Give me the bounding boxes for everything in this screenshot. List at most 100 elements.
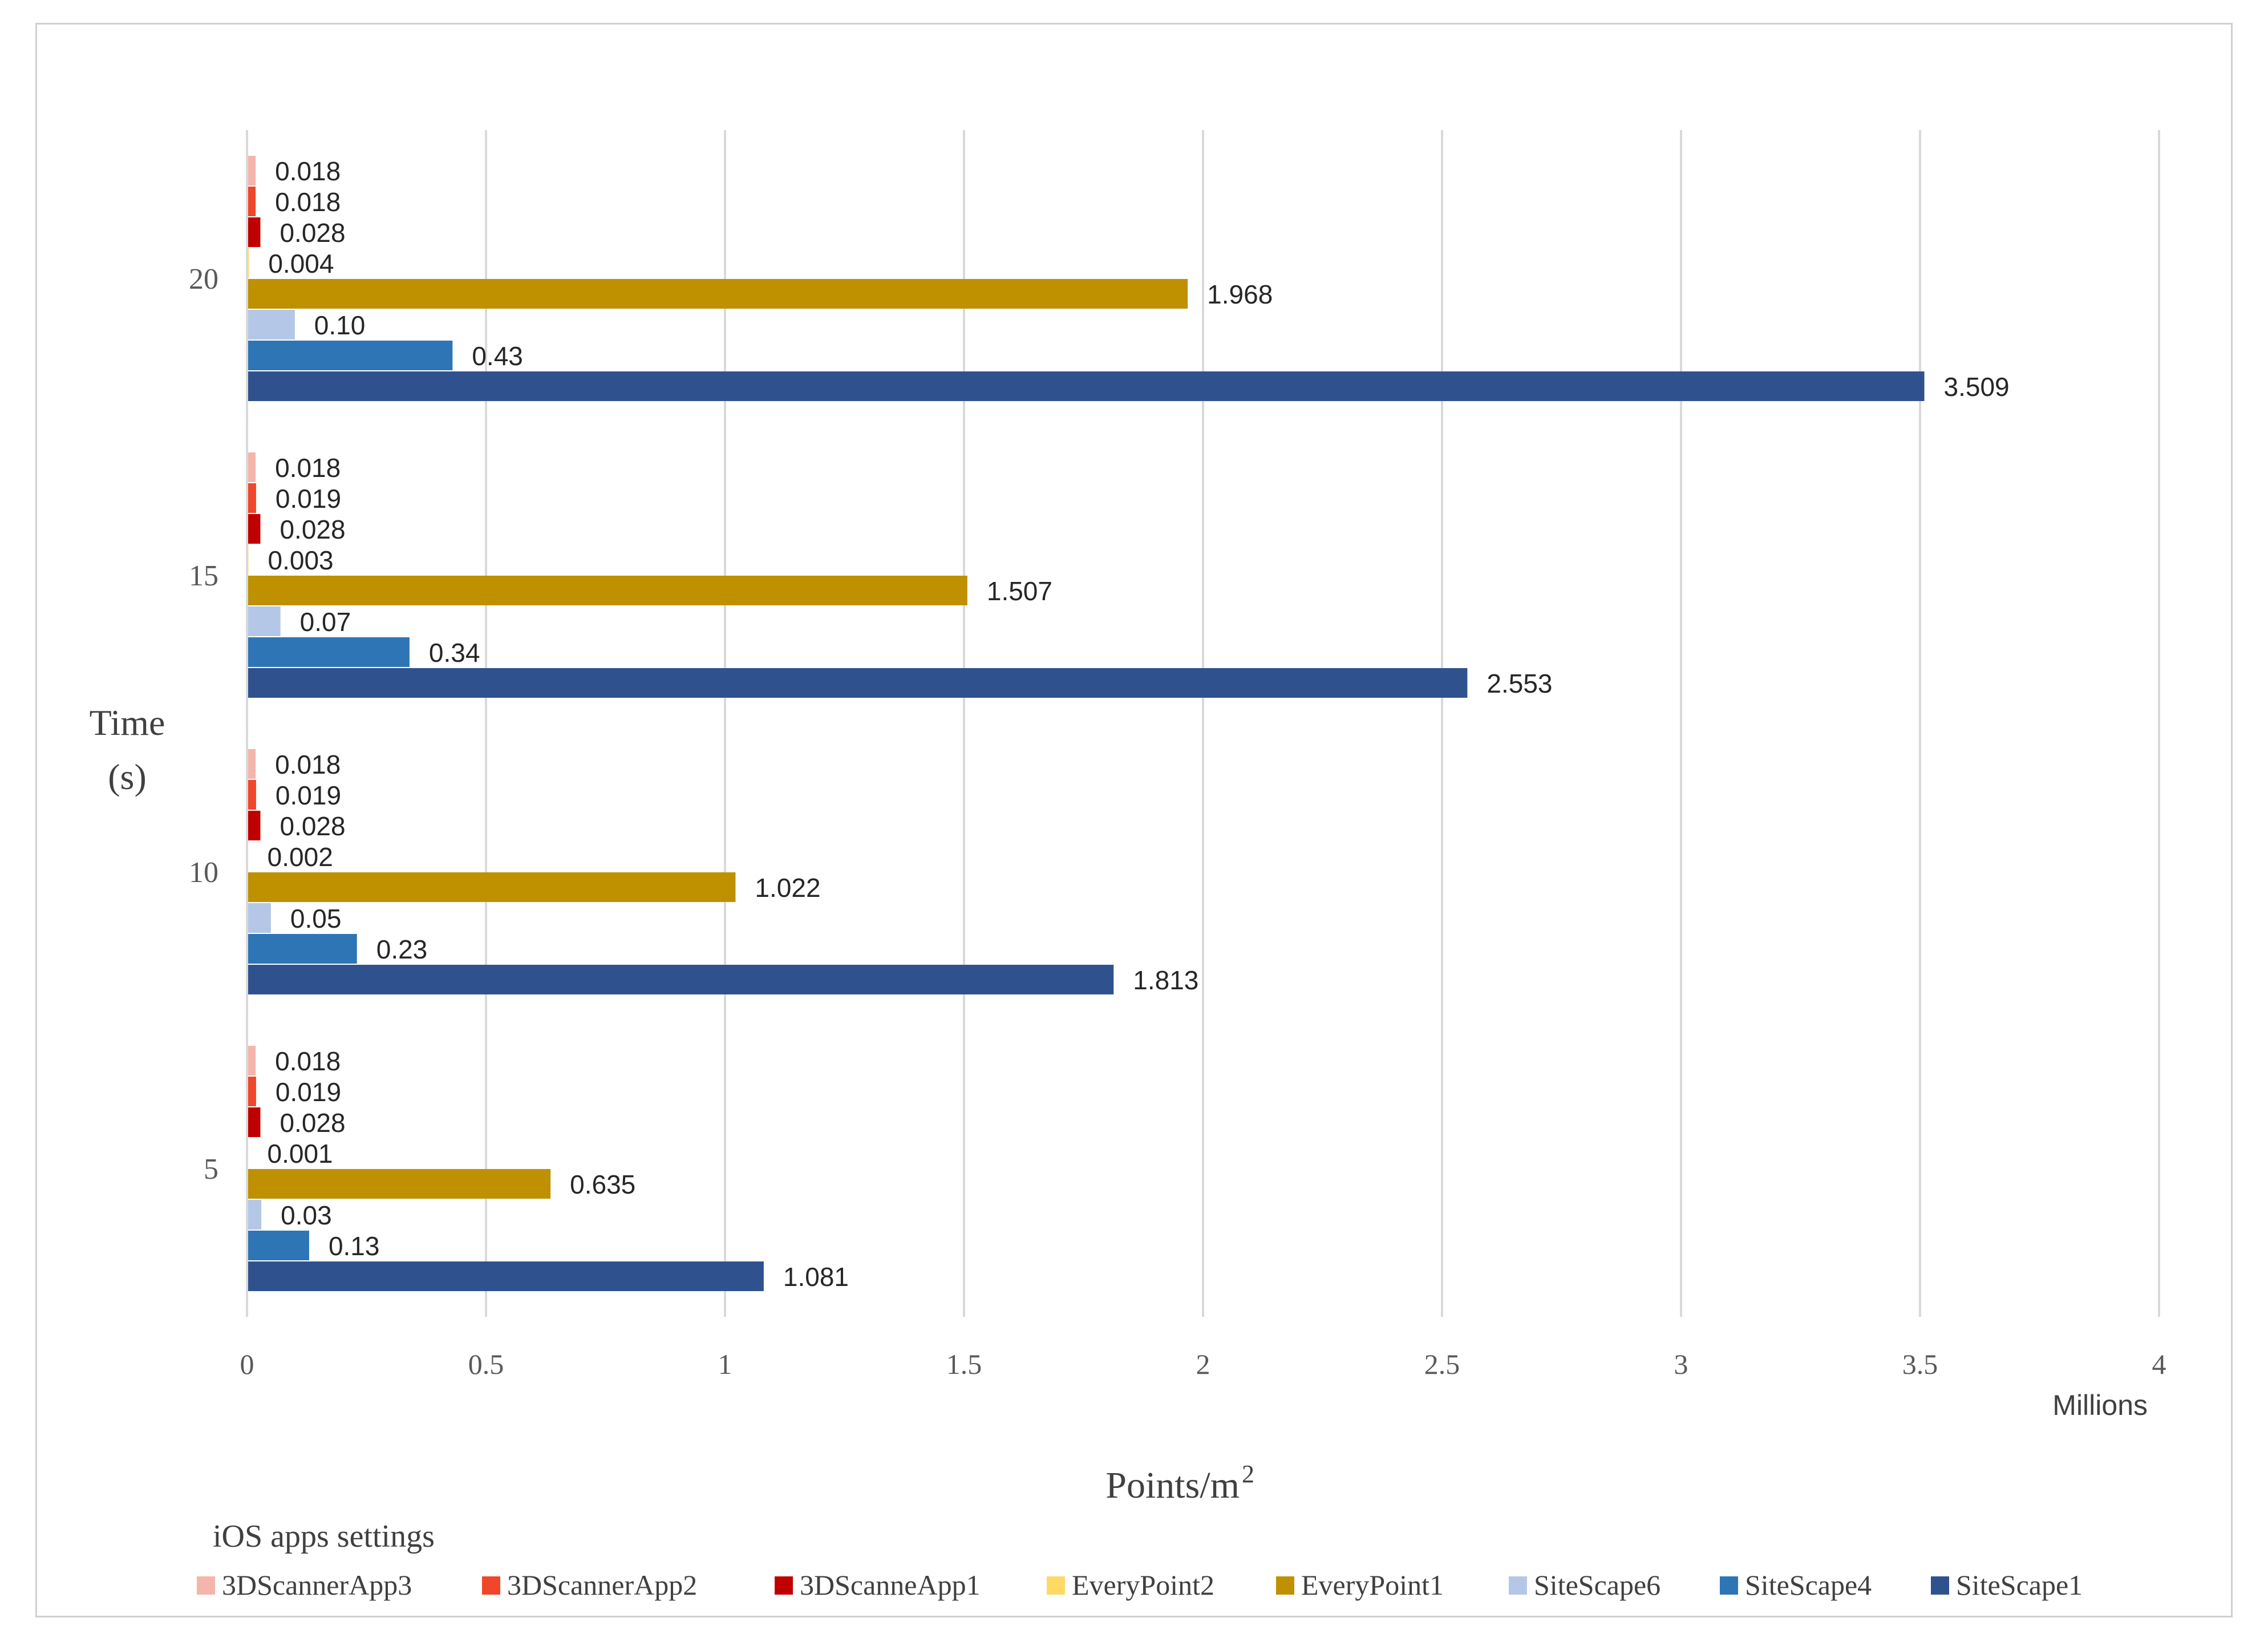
bar-3DScanneApp1-5 [247, 1107, 261, 1137]
legend-label-SiteScape4: SiteScape4 [1745, 1569, 1872, 1601]
bar-value-label: 0.018 [275, 453, 341, 483]
bar-SiteScape6-20 [247, 310, 295, 339]
bar-3DScannerApp2-10 [247, 780, 256, 810]
bar-3DScannerApp3-5 [247, 1046, 256, 1075]
bar-3DScannerApp3-10 [247, 749, 256, 779]
x-axis-title: Points/m [1105, 1465, 1240, 1506]
bar-value-label: 0.028 [280, 515, 345, 544]
bar-value-label: 0.028 [280, 811, 345, 841]
bar-value-label: 0.10 [314, 310, 366, 340]
x-tick-label: 0 [240, 1348, 254, 1380]
x-tick-label: 0.5 [468, 1348, 504, 1380]
bar-3DScannerApp2-5 [247, 1077, 256, 1106]
y-category-label: 20 [189, 263, 218, 296]
bar-value-label: 0.05 [290, 904, 342, 933]
legend-title: iOS apps settings [213, 1519, 435, 1554]
y-axis-title-line1: Time [90, 702, 165, 743]
bar-3DScannerApp2-15 [247, 483, 256, 513]
bar-SiteScape4-15 [247, 637, 410, 667]
bar-SiteScape1-15 [247, 668, 1468, 698]
bar-SiteScape4-5 [247, 1231, 309, 1260]
legend-swatch-EveryPoint1 [1276, 1576, 1294, 1595]
x-tick-label: 2 [1196, 1348, 1210, 1380]
y-category-label: 5 [204, 1153, 218, 1186]
legend-swatch-3DScanneApp1 [775, 1576, 793, 1595]
bar-value-label: 1.081 [783, 1262, 849, 1292]
bars [247, 156, 1925, 1291]
bar-SiteScape4-10 [247, 934, 357, 964]
legend-swatch-SiteScape6 [1509, 1576, 1527, 1595]
bar-3DScannerApp3-15 [247, 452, 256, 482]
axes: 0 0.5 1 1.5 2 2.5 3 3.5 4 5 10 15 20 [189, 130, 2166, 1380]
x-axis-title-text: Points/m [1105, 1465, 1240, 1506]
bar-value-label: 0.07 [300, 607, 351, 637]
x-axis-title-superscript: 2 [1242, 1460, 1254, 1488]
legend-label-3DScannerApp3: 3DScannerApp3 [222, 1569, 412, 1601]
bar-value-label: 1.507 [987, 576, 1052, 606]
bar-SiteScape1-20 [247, 371, 1925, 401]
bar-value-label: 0.018 [275, 1046, 341, 1076]
bar-value-label: 0.003 [268, 545, 334, 575]
bar-chart: 0.0180.0190.0280.0010.6350.030.131.0810.… [90, 130, 2166, 1601]
x-tick-label: 1 [718, 1348, 732, 1380]
x-tick-label: 2.5 [1424, 1348, 1460, 1380]
bar-value-label: 0.028 [280, 218, 345, 248]
bar-value-label: 0.018 [275, 187, 341, 217]
legend-label-SiteScape6: SiteScape6 [1534, 1569, 1660, 1601]
bar-SiteScape6-10 [247, 903, 271, 933]
bar-value-label: 0.028 [280, 1108, 345, 1138]
bar-value-label: 1.813 [1133, 965, 1198, 995]
bar-3DScannerApp3-20 [247, 156, 256, 185]
bar-value-label: 1.022 [755, 873, 820, 903]
data-labels: 0.0180.0190.0280.0010.6350.030.131.0810.… [268, 156, 2010, 1292]
bar-value-label: 0.019 [276, 1077, 341, 1107]
bar-3DScanneApp1-15 [247, 514, 261, 544]
bar-EveryPoint1-10 [247, 872, 736, 902]
bar-value-label: 0.43 [472, 341, 523, 371]
bar-value-label: 0.018 [275, 750, 341, 779]
bar-value-label: 0.23 [376, 935, 428, 964]
bar-value-label: 0.004 [268, 249, 334, 278]
gridlines [246, 130, 2160, 1317]
bar-EveryPoint1-20 [247, 279, 1188, 309]
bar-value-label: 0.635 [570, 1170, 635, 1199]
bar-value-label: 0.018 [275, 156, 341, 186]
x-tick-label: 3.5 [1902, 1348, 1938, 1380]
bar-value-label: 0.002 [268, 842, 333, 872]
bar-value-label: 2.553 [1487, 669, 1552, 698]
chart-frame: 0.018 0.019 0.028 0.001 0.635 0.03 0.13 1.081 0.… [35, 23, 2233, 1617]
legend-swatch-SiteScape4 [1720, 1576, 1738, 1595]
x-tick-label: 4 [2152, 1348, 2166, 1380]
bar-3DScanneApp1-10 [247, 811, 261, 840]
bar-SiteScape4-20 [247, 341, 453, 370]
bar-SiteScape6-5 [247, 1200, 262, 1229]
bar-EveryPoint1-15 [247, 576, 967, 605]
legend-label-3DScanneApp1: 3DScanneApp1 [800, 1569, 981, 1601]
x-axis-unit-label: Millions [2052, 1389, 2148, 1421]
bar-value-label: 0.019 [276, 780, 341, 810]
x-tick-label: 1.5 [946, 1348, 982, 1380]
bar-SiteScape1-10 [247, 965, 1114, 994]
legend-swatch-3DScannerApp2 [482, 1576, 500, 1595]
bar-value-label: 0.019 [276, 484, 341, 513]
y-category-label: 10 [189, 856, 218, 889]
legend-label-EveryPoint1: EveryPoint1 [1301, 1569, 1444, 1601]
bar-SiteScape6-15 [247, 606, 281, 636]
bar-EveryPoint1-5 [247, 1169, 551, 1199]
bar-value-label: 1.968 [1207, 280, 1273, 309]
bar-SiteScape1-5 [247, 1261, 764, 1291]
bar-value-label: 0.03 [281, 1200, 332, 1230]
legend-swatch-3DScannerApp3 [197, 1576, 215, 1595]
legend-swatch-EveryPoint2 [1047, 1576, 1065, 1595]
legend: 3DScannerApp3 3DScannerApp2 3DScanneApp1 Ev… [197, 1569, 2083, 1601]
x-tick-label: 3 [1674, 1348, 1688, 1380]
bar-value-label: 0.001 [268, 1139, 333, 1168]
bar-value-label: 3.509 [1944, 372, 2010, 402]
y-axis-title-line2: (s) [108, 757, 147, 797]
bar-3DScannerApp2-20 [247, 187, 256, 216]
bar-value-label: 0.34 [429, 638, 480, 668]
legend-label-SiteScape1: SiteScape1 [1956, 1569, 2083, 1601]
legend-label-3DScannerApp2: 3DScannerApp2 [507, 1569, 697, 1601]
bar-3DScanneApp1-20 [247, 217, 261, 247]
bar-value-label: 0.13 [329, 1231, 380, 1261]
